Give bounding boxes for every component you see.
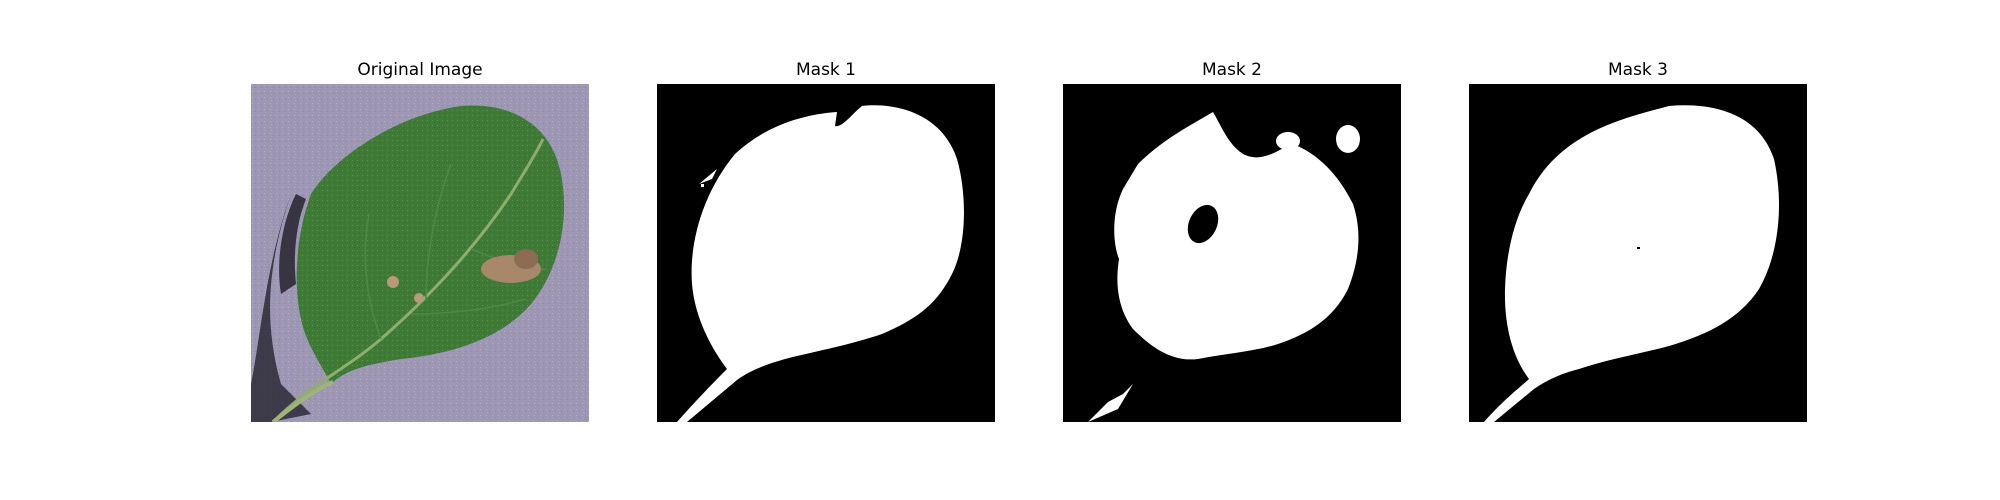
- mask-foreground: [677, 105, 964, 422]
- panel-title: Original Image: [357, 60, 483, 80]
- leaf-stem: [271, 380, 334, 422]
- mask-1-image: [657, 84, 995, 422]
- mask-foreground: [1114, 112, 1359, 360]
- mask-3-image: [1469, 84, 1807, 422]
- panel-mask-1: Mask 1: [657, 0, 995, 500]
- mask-foreground: [1484, 105, 1779, 422]
- panel-original-image: Original Image: [251, 0, 589, 500]
- panel-title: Mask 1: [795, 60, 856, 80]
- mask-2-image: [1063, 84, 1401, 422]
- panel-mask-2: Mask 2: [1063, 0, 1401, 500]
- panel-title: Mask 3: [1607, 60, 1668, 80]
- panel-mask-3: Mask 3: [1469, 0, 1807, 500]
- panel-title: Mask 2: [1201, 60, 1262, 80]
- original-leaf-image: [251, 84, 589, 422]
